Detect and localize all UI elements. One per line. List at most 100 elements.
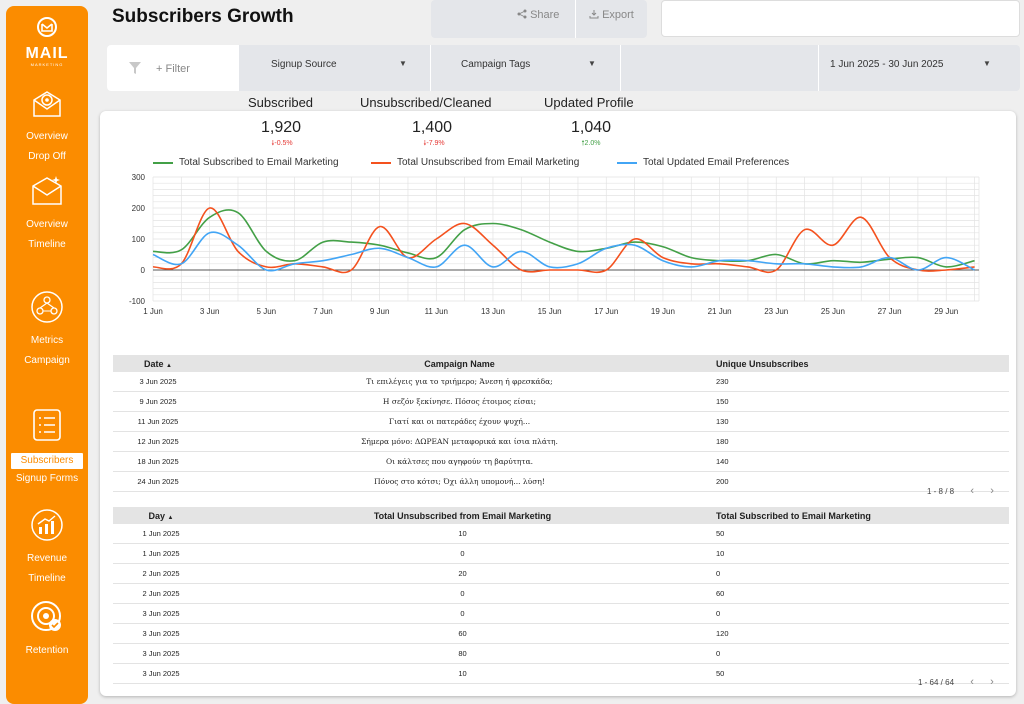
date-range-picker[interactable]: 1 Jun 2025 - 30 Jun 2025 ▼ [819,45,1020,91]
table-row[interactable]: 2 Jun 2025 20 0 [113,563,1009,584]
kpi-value-unsubscribed: 1,400 [411,119,453,136]
table-row[interactable]: 3 Jun 2025 Τι επιλέγεις για το τριήμερο; … [113,372,1009,392]
table-row[interactable]: 18 Jun 2025 Οι κάλτσες που αγηφούν τη βαρ… [113,451,1009,472]
table-cell: 20 [209,563,716,584]
people-network-icon [31,291,63,323]
legend-item-unsubscribed[interactable]: Total Unsubscribed from Email Marketing [371,157,579,168]
toolbar: Share Export [431,0,647,38]
column-header-campaign[interactable]: Campaign Name [203,355,716,372]
caret-down-icon: ▼ [399,59,407,68]
table-row[interactable]: 3 Jun 2025 60 120 [113,623,1009,644]
logo-text: MAIL [25,45,69,62]
table-cell: 1 Jun 2025 [113,524,209,544]
target-check-icon [31,601,61,631]
table-row[interactable]: 24 Jun 2025 Πόνος στο κότσι; Όχι άλλη υπο… [113,471,1009,492]
table-cell: 50 [716,524,1009,544]
table-cell: 3 Jun 2025 [113,643,209,664]
column-header-date[interactable]: Date ▲ [113,355,203,372]
daily-subscriptions-table: Day ▲ Total Unsubscribed from Email Mark… [113,507,1009,684]
kpi-delta-subscribed: 🠗-0.5% [271,140,293,147]
table-row[interactable]: 9 Jun 2025 Η σεζόν ξεκίνησε. Πόσος έτοιμο… [113,391,1009,412]
table-cell: 120 [716,623,1009,644]
table-header: Date ▲ Campaign Name Unique Unsubscribes [113,355,1009,372]
table-row[interactable]: 2 Jun 2025 0 60 [113,583,1009,604]
x-tick-label: 1 Jun [143,307,163,316]
y-tick-label: -100 [129,297,146,306]
x-tick-label: 29 Jun [934,307,958,316]
export-button[interactable]: Export [589,9,634,21]
table-row[interactable]: 3 Jun 2025 0 0 [113,603,1009,624]
column-header-unsubscribed[interactable]: Total Unsubscribed from Email Marketing [209,507,716,524]
signup-source-dropdown[interactable]: Signup Source ▼ [239,45,430,91]
table-cell: 80 [209,643,716,664]
prev-page-icon[interactable]: ‹ [970,676,974,688]
sort-asc-icon: ▲ [167,514,174,521]
x-tick-label: 9 Jun [370,307,390,316]
kpi-delta-updated: 🠕2.0% [581,140,601,147]
nav-revenue-timeline[interactable]: Revenue Timeline [6,506,88,589]
x-tick-label: 11 Jun [425,307,448,316]
table-row[interactable]: 3 Jun 2025 80 0 [113,643,1009,664]
table-cell: 9 Jun 2025 [113,391,203,412]
nav-metrics-campaign[interactable]: Metrics Campaign [6,288,88,371]
table-cell: 0 [209,583,716,604]
kpi-delta-text: -0.5% [274,140,293,147]
nav-subscribers[interactable]: Subscribers Signup Forms [6,406,88,489]
table-cell: 0 [716,563,1009,584]
legend-item-updated[interactable]: Total Updated Email Preferences [617,157,789,168]
table-cell: 150 [716,391,1009,412]
table-body: 1 Jun 2025 10 50 1 Jun 2025 0 10 2 Jun 2025 20 0… [113,524,1009,684]
y-tick-label: 200 [132,204,146,213]
share-button[interactable]: Share [517,9,559,21]
divider [430,45,431,91]
list-form-icon [33,409,61,441]
x-tick-label: 7 Jun [313,307,333,316]
nav-retention[interactable]: Retention [6,598,88,661]
table-cell: 50 [716,663,1009,684]
table-row[interactable]: 1 Jun 2025 0 10 [113,543,1009,564]
x-tick-label: 5 Jun [257,307,277,316]
next-page-icon[interactable]: › [990,676,994,688]
campaign-unsubscribes-table: Date ▲ Campaign Name Unique Unsubscribes… [113,355,1009,492]
x-tick-label: 23 Jun [764,307,788,316]
series-line-2 [152,207,975,274]
table-row[interactable]: 1 Jun 2025 10 50 [113,524,1009,544]
table-cell: 130 [716,411,1009,432]
table-cell: Οι κάλτσες που αγηφούν τη βαρύτητα. [203,451,716,472]
pager-text: 1 - 8 / 8 [927,487,955,496]
table-row[interactable]: 11 Jun 2025 Γιατί και οι πατεράδες έχουν … [113,411,1009,432]
column-header-subscribed[interactable]: Total Subscribed to Email Marketing [716,507,1009,524]
table-cell: 60 [209,623,716,644]
nav-overview-timeline[interactable]: Overview Timeline [6,172,88,255]
table-cell: 3 Jun 2025 [113,663,209,684]
table-cell: 24 Jun 2025 [113,471,203,492]
series-line-3 [152,231,975,272]
legend-swatch [617,161,637,164]
nav-overview-drop-off[interactable]: Overview Drop Off [6,84,88,167]
nav-label-selected: Subscribers [11,453,83,469]
table-row[interactable]: 3 Jun 2025 10 50 [113,663,1009,684]
next-page-icon[interactable]: › [990,485,994,497]
divider [620,45,621,91]
nav-label: Signup Forms [15,473,79,484]
column-header-unsubscribes[interactable]: Unique Unsubscribes [716,355,1009,372]
series-line-1 [152,209,975,268]
x-tick-label: 19 Jun [651,307,675,316]
campaign-tags-dropdown[interactable]: Campaign Tags ▼ [431,45,620,91]
nav-label: Timeline [28,573,66,584]
table-row[interactable]: 12 Jun 2025 Σήμερα μόνο: ΔΩΡΕΑΝ μεταφορικ… [113,431,1009,452]
add-filter-button[interactable]: + Filter [107,45,239,91]
legend-item-subscribed[interactable]: Total Subscribed to Email Marketing [153,157,339,168]
table-cell: 1 Jun 2025 [113,543,209,564]
legend-label: Total Unsubscribed from Email Marketing [397,157,580,168]
page-title: Subscribers Growth [112,6,294,27]
kpi-delta-text: 2.0% [584,140,601,147]
table-cell: 0 [716,643,1009,664]
table-cell: 3 Jun 2025 [113,623,209,644]
column-header-day[interactable]: Day ▲ [113,507,209,524]
header-label: Date [144,358,164,369]
prev-page-icon[interactable]: ‹ [970,485,975,497]
legend-label: Total Updated Email Preferences [643,157,790,168]
table-cell: Πόνος στο κότσι; Όχι άλλη υπομονή... λύσ… [203,471,716,492]
share-icon [517,9,527,19]
